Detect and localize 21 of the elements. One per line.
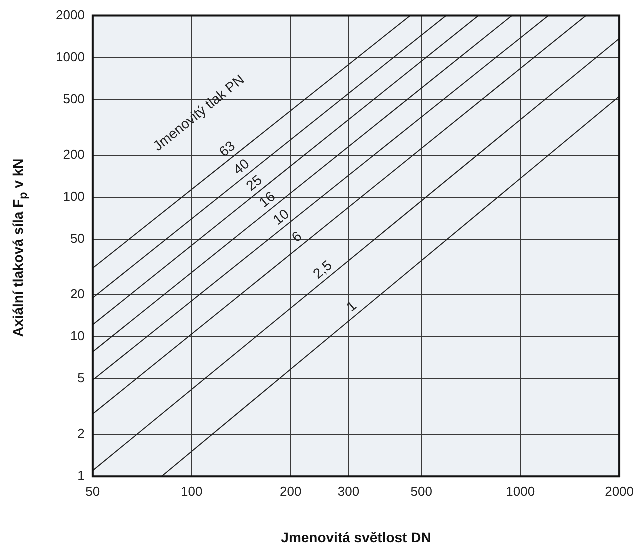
y-tick-label: 20 bbox=[70, 286, 85, 302]
y-tick-label: 2000 bbox=[56, 7, 85, 22]
y-tick-label: 5 bbox=[78, 370, 85, 386]
y-tick-label: 100 bbox=[63, 188, 85, 204]
y-tick-label: 10 bbox=[70, 328, 85, 344]
text: 2,5 bbox=[310, 256, 336, 282]
x-tick-label: 500 bbox=[410, 484, 432, 499]
x-axis-title: Jmenovitá světlost DN bbox=[281, 529, 432, 546]
y-tick-label: 1000 bbox=[56, 49, 85, 64]
x-tick-label: 300 bbox=[338, 484, 360, 499]
x-tick-label: 1000 bbox=[506, 484, 536, 499]
y-tick-label: 2 bbox=[78, 426, 85, 442]
x-tick-label: 100 bbox=[181, 484, 203, 499]
text: 6 bbox=[288, 228, 305, 246]
y-tick-label: 500 bbox=[63, 91, 85, 106]
y-tick-label: 50 bbox=[70, 231, 85, 246]
text: 1 bbox=[343, 297, 360, 315]
y-tick-label: 1 bbox=[78, 468, 85, 484]
x-tick-label: 200 bbox=[280, 484, 302, 499]
x-tick-label: 2000 bbox=[605, 484, 634, 499]
y-tick-label: 200 bbox=[63, 146, 85, 162]
